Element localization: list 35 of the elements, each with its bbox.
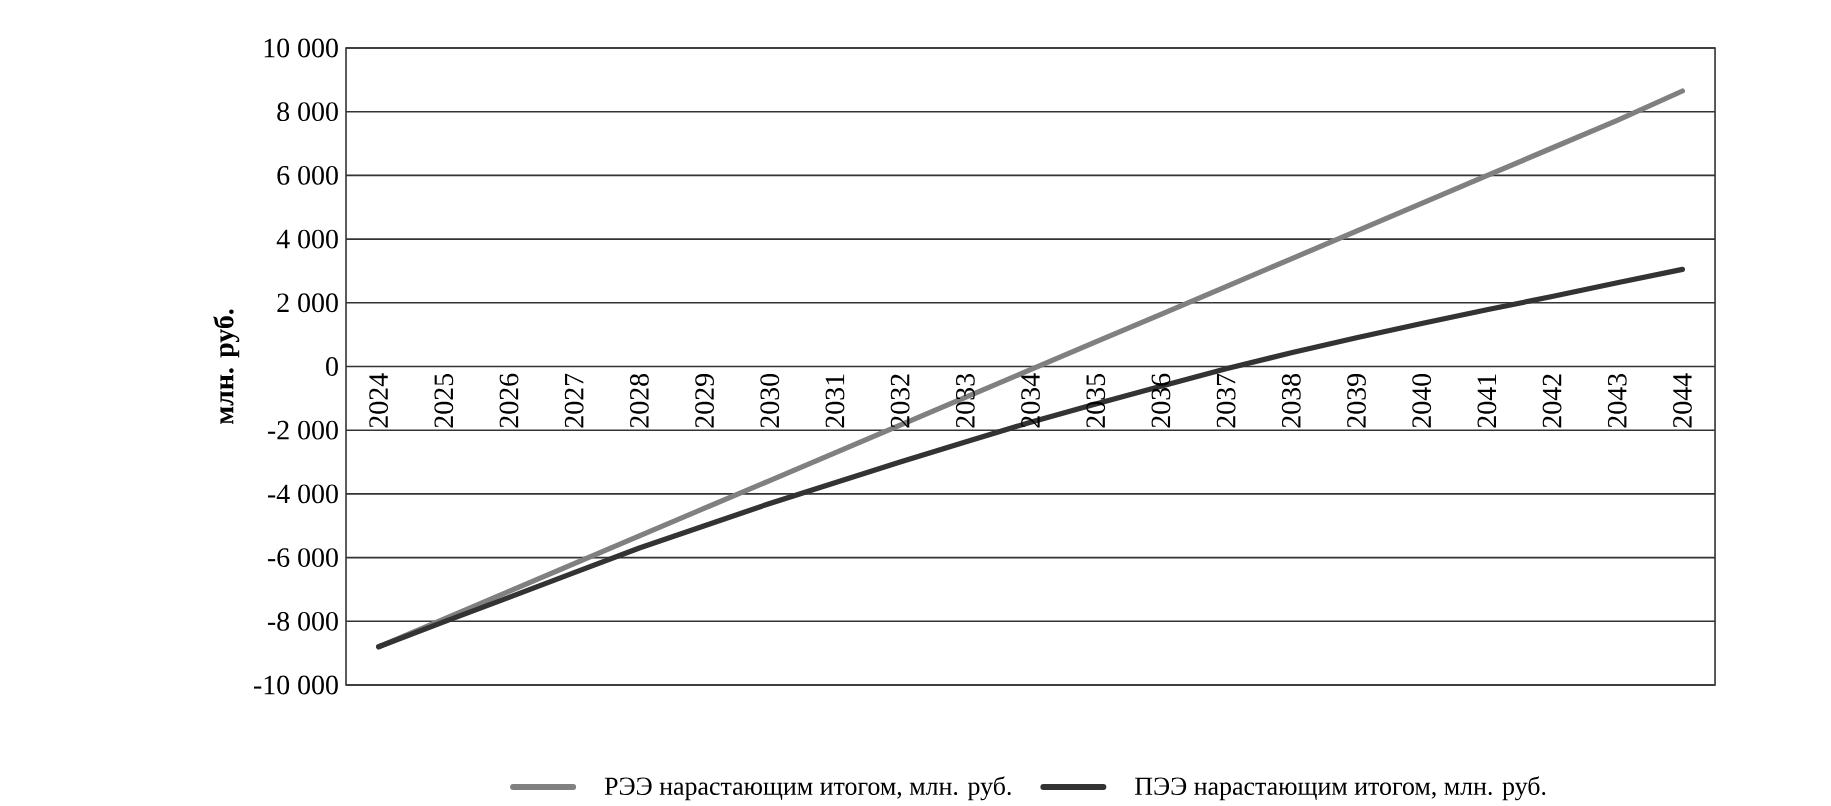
x-tick-label: 2038	[1281, 374, 1301, 428]
y-tick-label: -2 000	[267, 420, 338, 440]
y-tick-label: -6 000	[267, 548, 338, 568]
y-tick-label: 10 000	[264, 38, 338, 58]
x-tick-label: 2042	[1542, 374, 1562, 428]
x-tick-label: 2039	[1347, 374, 1366, 428]
x-tick-label: 2040	[1412, 374, 1432, 428]
x-tick-label: 2037	[1216, 373, 1236, 428]
y-tick-label: 0	[326, 357, 338, 377]
legend-label: ПЭЭ нарастающим итогом, млн. руб.	[1135, 776, 1546, 801]
y-tick-label: 4 000	[276, 229, 338, 249]
x-tick-label: 2031	[825, 374, 845, 428]
y-tick-label: 8 000	[277, 102, 338, 122]
legend-label: РЭЭ нарастающим итогом, млн. руб.	[604, 776, 1011, 801]
x-tick-label: 2044	[1673, 373, 1692, 428]
y-tick-label: -4 000	[267, 484, 338, 504]
x-tick-label: 2041	[1477, 374, 1497, 428]
x-tick-label: 2026	[499, 373, 519, 428]
x-tick-label: 2033	[955, 374, 975, 428]
x-tick-label: 2028	[629, 374, 649, 428]
y-tick-label: -8 000	[267, 612, 338, 631]
y-tick-label: -10 000	[254, 675, 338, 695]
y-tick-label: 6 000	[277, 166, 338, 185]
x-tick-label: 2027	[564, 373, 584, 428]
x-tick-label: 2036	[1151, 373, 1171, 428]
y-tick-label: 2 000	[277, 293, 338, 313]
x-tick-label: 2024	[369, 373, 389, 428]
x-tick-label: 2034	[1021, 373, 1040, 428]
x-tick-label: 2043	[1607, 374, 1627, 428]
x-tick-label: 2030	[760, 374, 780, 428]
x-tick-label: 2035	[1086, 374, 1106, 428]
x-tick-label: 2032	[890, 374, 910, 428]
y-axis-title: млн. руб.	[213, 309, 240, 425]
x-tick-label: 2025	[434, 374, 454, 428]
x-tick-label: 2029	[695, 374, 714, 428]
